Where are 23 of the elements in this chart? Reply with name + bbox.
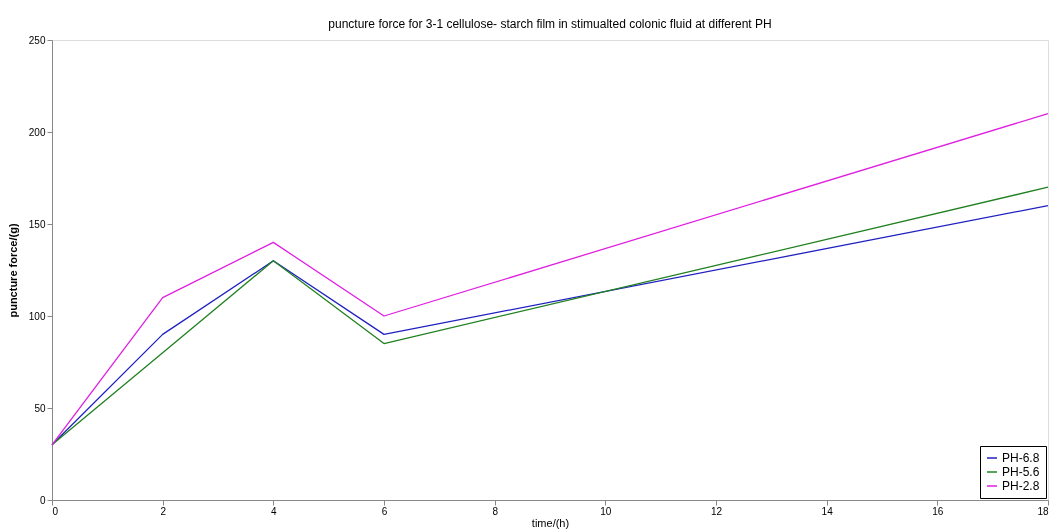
x-tick-label: 14 [821,505,834,517]
legend-label: PH-6.8 [1002,451,1040,465]
legend-label: PH-2.8 [1002,479,1040,493]
x-tick-label: 8 [492,505,499,517]
x-axis-title: time/(h) [531,516,570,529]
x-tick-label: 0 [52,505,59,517]
legend-label: PH-5.6 [1002,465,1040,479]
y-tick-label: 50 [34,402,46,414]
x-tick-label: 12 [710,505,723,517]
x-tick-label: 10 [600,505,612,517]
y-axis-title: puncture force/(g) [6,223,19,318]
chart-title: puncture force for 3-1 cellulose- starch film in stimualted colonic fluid at different PH [328,17,772,31]
x-tick-label: 18 [1037,505,1049,517]
y-tick-label: 0 [39,494,46,506]
y-tick-label: 100 [28,310,46,322]
x-tick-label: 16 [932,505,944,517]
y-tick-label: 150 [28,218,46,230]
x-tick-label: 4 [271,505,278,517]
x-tick-label: 6 [381,505,388,517]
y-tick-label: 200 [28,126,46,138]
y-tick-label: 250 [28,34,46,46]
x-tick-label: 2 [160,505,167,517]
line-series [51,112,1049,446]
